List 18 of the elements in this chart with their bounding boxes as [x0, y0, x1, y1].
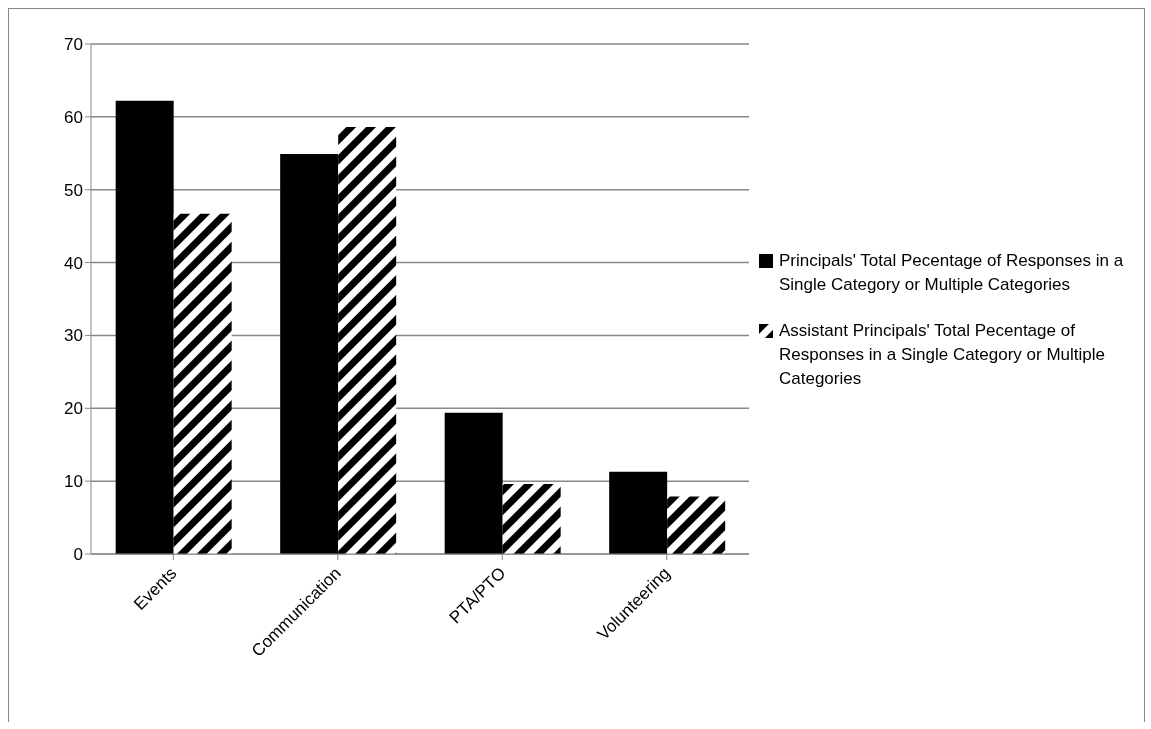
bar [667, 496, 726, 554]
bar [173, 213, 232, 554]
y-tick-label: 60 [64, 107, 83, 127]
bar [502, 484, 561, 554]
bar [444, 412, 503, 554]
y-tick-label: 10 [64, 472, 83, 492]
y-tick-label: 30 [64, 326, 83, 346]
y-tick-label: 70 [64, 35, 83, 55]
bar [115, 100, 174, 554]
bar [338, 127, 397, 554]
legend-label: Assistant Principals' Total Pecentage of Responses in a Single Category or Multiple Categories [779, 320, 1106, 390]
y-tick-label: 0 [73, 545, 83, 565]
legend-label: Principals' Total Pecentage of Responses in a Single Category or Multiple Categories [779, 250, 1125, 296]
y-tick-label: 40 [64, 253, 83, 273]
y-tick-label: 50 [64, 180, 83, 200]
y-tick-label: 20 [64, 399, 83, 419]
bar [280, 154, 339, 554]
bar [609, 471, 668, 554]
